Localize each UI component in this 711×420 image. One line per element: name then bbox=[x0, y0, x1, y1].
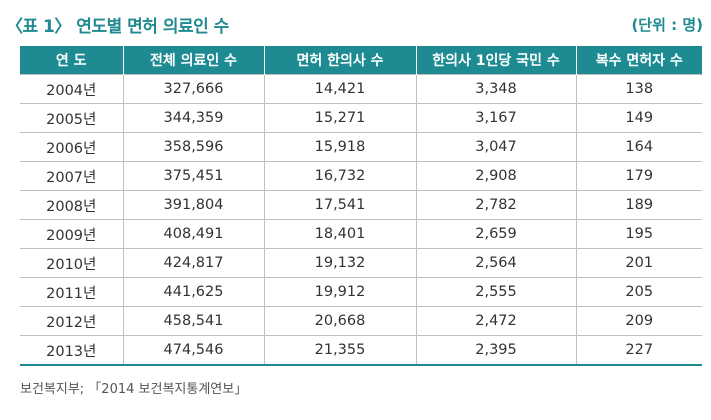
table-row: 2007년 375,451 16,732 2,908 179 bbox=[20, 161, 702, 191]
table-row: 2010년 424,817 19,132 2,564 201 bbox=[20, 248, 702, 278]
cell-total-medical: 375,451 bbox=[122, 161, 264, 191]
table-row: 2009년 408,491 18,401 2,659 195 bbox=[20, 219, 702, 249]
cell-licensed-oriental: 15,918 bbox=[263, 132, 416, 162]
cell-year: 2006년 bbox=[20, 132, 123, 162]
cell-population-per-doctor: 3,047 bbox=[415, 132, 576, 162]
cell-population-per-doctor: 2,659 bbox=[415, 219, 576, 249]
cell-population-per-doctor: 2,472 bbox=[415, 306, 576, 336]
cell-total-medical: 458,541 bbox=[122, 306, 264, 336]
table-row: 2008년 391,804 17,541 2,782 189 bbox=[20, 190, 702, 220]
cell-total-medical: 408,491 bbox=[122, 219, 264, 249]
table-header-row: 연 도 전체 의료인 수 면허 한의사 수 한의사 1인당 국민 수 복수 면허… bbox=[20, 46, 702, 75]
cell-dual-license: 195 bbox=[575, 219, 702, 249]
cell-total-medical: 424,817 bbox=[122, 248, 264, 278]
cell-population-per-doctor: 3,167 bbox=[415, 103, 576, 133]
cell-licensed-oriental: 19,912 bbox=[263, 277, 416, 307]
cell-licensed-oriental: 19,132 bbox=[263, 248, 416, 278]
table-row: 2004년 327,666 14,421 3,348 138 bbox=[20, 74, 702, 104]
cell-dual-license: 189 bbox=[575, 190, 702, 220]
cell-year: 2007년 bbox=[20, 161, 123, 191]
cell-population-per-doctor: 2,395 bbox=[415, 335, 576, 366]
cell-dual-license: 149 bbox=[575, 103, 702, 133]
cell-year: 2005년 bbox=[20, 103, 123, 133]
cell-total-medical: 358,596 bbox=[122, 132, 264, 162]
cell-dual-license: 164 bbox=[575, 132, 702, 162]
table-row: 2012년 458,541 20,668 2,472 209 bbox=[20, 306, 702, 336]
source-note: 보건복지부; 「2014 보건복지통계연보」 bbox=[20, 382, 248, 397]
cell-population-per-doctor: 2,555 bbox=[415, 277, 576, 307]
table-row: 2013년 474,546 21,355 2,395 227 bbox=[20, 335, 702, 366]
table-header: 〈표 1〉 연도별 면허 의료인 수 (단위 : 명) bbox=[6, 12, 703, 37]
cell-total-medical: 441,625 bbox=[122, 277, 264, 307]
unit-label: (단위 : 명) bbox=[631, 15, 703, 34]
cell-licensed-oriental: 14,421 bbox=[263, 74, 416, 104]
cell-dual-license: 179 bbox=[575, 161, 702, 191]
cell-dual-license: 138 bbox=[575, 74, 702, 104]
column-header-year: 연 도 bbox=[20, 46, 123, 75]
cell-total-medical: 474,546 bbox=[122, 335, 264, 366]
cell-year: 2013년 bbox=[20, 335, 123, 366]
cell-population-per-doctor: 3,348 bbox=[415, 74, 576, 104]
cell-dual-license: 201 bbox=[575, 248, 702, 278]
cell-dual-license: 209 bbox=[575, 306, 702, 336]
column-header-population-per-doctor: 한의사 1인당 국민 수 bbox=[415, 46, 576, 75]
table-row: 2011년 441,625 19,912 2,555 205 bbox=[20, 277, 702, 307]
cell-licensed-oriental: 15,271 bbox=[263, 103, 416, 133]
cell-population-per-doctor: 2,564 bbox=[415, 248, 576, 278]
cell-licensed-oriental: 16,732 bbox=[263, 161, 416, 191]
cell-year: 2009년 bbox=[20, 219, 123, 249]
cell-year: 2012년 bbox=[20, 306, 123, 336]
cell-licensed-oriental: 20,668 bbox=[263, 306, 416, 336]
cell-licensed-oriental: 18,401 bbox=[263, 219, 416, 249]
cell-population-per-doctor: 2,908 bbox=[415, 161, 576, 191]
cell-licensed-oriental: 17,541 bbox=[263, 190, 416, 220]
column-header-total-medical: 전체 의료인 수 bbox=[122, 46, 264, 75]
cell-total-medical: 391,804 bbox=[122, 190, 264, 220]
column-header-dual-license: 복수 면허자 수 bbox=[575, 46, 702, 75]
table-row: 2006년 358,596 15,918 3,047 164 bbox=[20, 132, 702, 162]
cell-year: 2004년 bbox=[20, 74, 123, 104]
cell-dual-license: 205 bbox=[575, 277, 702, 307]
cell-year: 2010년 bbox=[20, 248, 123, 278]
cell-dual-license: 227 bbox=[575, 335, 702, 366]
cell-total-medical: 344,359 bbox=[122, 103, 264, 133]
cell-year: 2008년 bbox=[20, 190, 123, 220]
cell-licensed-oriental: 21,355 bbox=[263, 335, 416, 366]
cell-total-medical: 327,666 bbox=[122, 74, 264, 104]
table-row: 2005년 344,359 15,271 3,167 149 bbox=[20, 103, 702, 133]
data-table: 연 도 전체 의료인 수 면허 한의사 수 한의사 1인당 국민 수 복수 면허… bbox=[20, 46, 702, 366]
cell-year: 2011년 bbox=[20, 277, 123, 307]
table-title: 〈표 1〉 연도별 면허 의료인 수 bbox=[6, 16, 229, 37]
column-header-licensed-oriental: 면허 한의사 수 bbox=[263, 46, 416, 75]
cell-population-per-doctor: 2,782 bbox=[415, 190, 576, 220]
